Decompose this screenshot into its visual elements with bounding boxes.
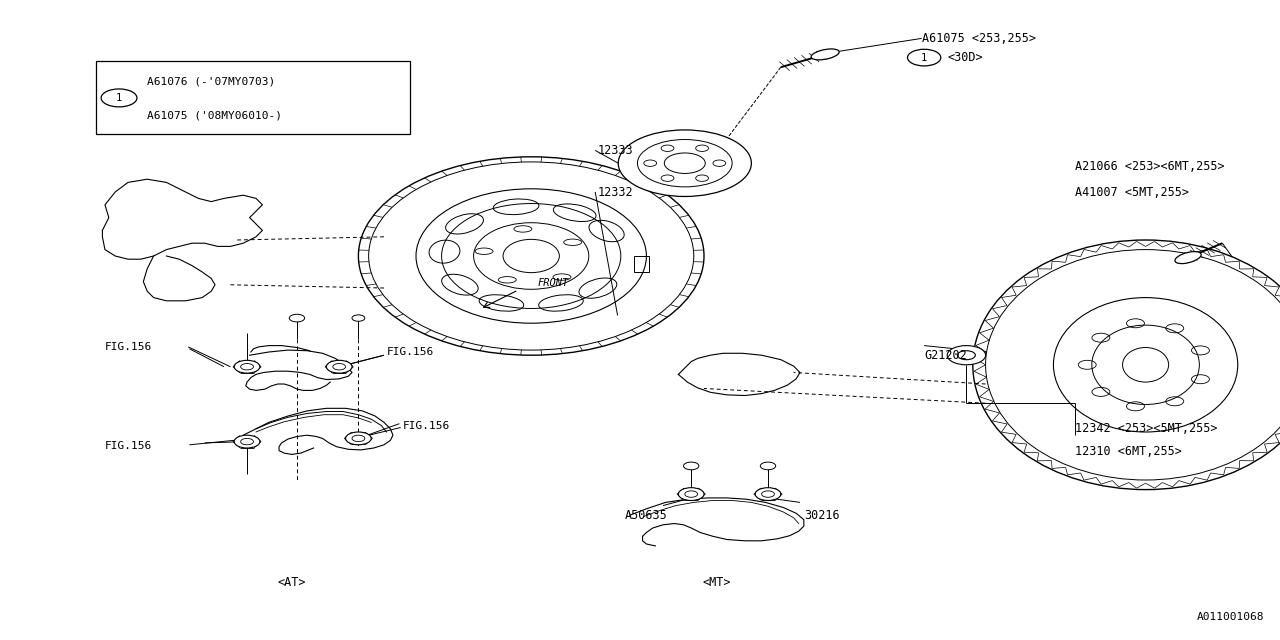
Circle shape (684, 462, 699, 470)
Text: A21066 <253><6MT,255>: A21066 <253><6MT,255> (1075, 160, 1225, 173)
Text: 30216: 30216 (804, 509, 840, 522)
Text: A011001068: A011001068 (1197, 612, 1265, 622)
Text: 1: 1 (116, 93, 122, 103)
Text: 1: 1 (922, 52, 927, 63)
Circle shape (346, 432, 371, 445)
Circle shape (101, 89, 137, 107)
Text: 12333: 12333 (598, 144, 634, 157)
Text: 12342 <253><5MT,255>: 12342 <253><5MT,255> (1075, 422, 1217, 435)
Circle shape (618, 130, 751, 196)
Bar (96, 61, 410, 134)
Text: <MT>: <MT> (703, 576, 731, 589)
Ellipse shape (1175, 252, 1201, 264)
Text: FRONT: FRONT (538, 278, 568, 288)
Text: A61076 (-'07MY0703): A61076 (-'07MY0703) (147, 77, 275, 87)
Bar (634, 256, 649, 272)
Circle shape (234, 360, 260, 373)
Text: <AT>: <AT> (278, 576, 306, 589)
Text: G21202: G21202 (924, 349, 966, 362)
Circle shape (908, 49, 941, 66)
Text: FIG.156: FIG.156 (403, 420, 451, 431)
Text: A61075 <253,255>: A61075 <253,255> (922, 32, 1036, 45)
Text: <30D>: <30D> (947, 51, 983, 64)
Circle shape (755, 488, 781, 500)
Text: 12310 <6MT,255>: 12310 <6MT,255> (1075, 445, 1181, 458)
Text: FIG.156: FIG.156 (387, 347, 434, 357)
Text: A41007 <5MT,255>: A41007 <5MT,255> (1075, 186, 1189, 198)
Text: FIG.156: FIG.156 (105, 441, 152, 451)
Circle shape (352, 315, 365, 321)
Circle shape (678, 488, 704, 500)
Text: FIG.156: FIG.156 (105, 342, 152, 352)
Circle shape (289, 314, 305, 322)
Text: A61075 ('08MY06010-): A61075 ('08MY06010-) (147, 110, 282, 120)
Text: 12332: 12332 (598, 186, 634, 198)
Text: A50635: A50635 (625, 509, 667, 522)
Circle shape (947, 346, 986, 365)
Ellipse shape (812, 49, 840, 60)
Circle shape (760, 462, 776, 470)
Circle shape (326, 360, 352, 373)
Circle shape (234, 435, 260, 448)
